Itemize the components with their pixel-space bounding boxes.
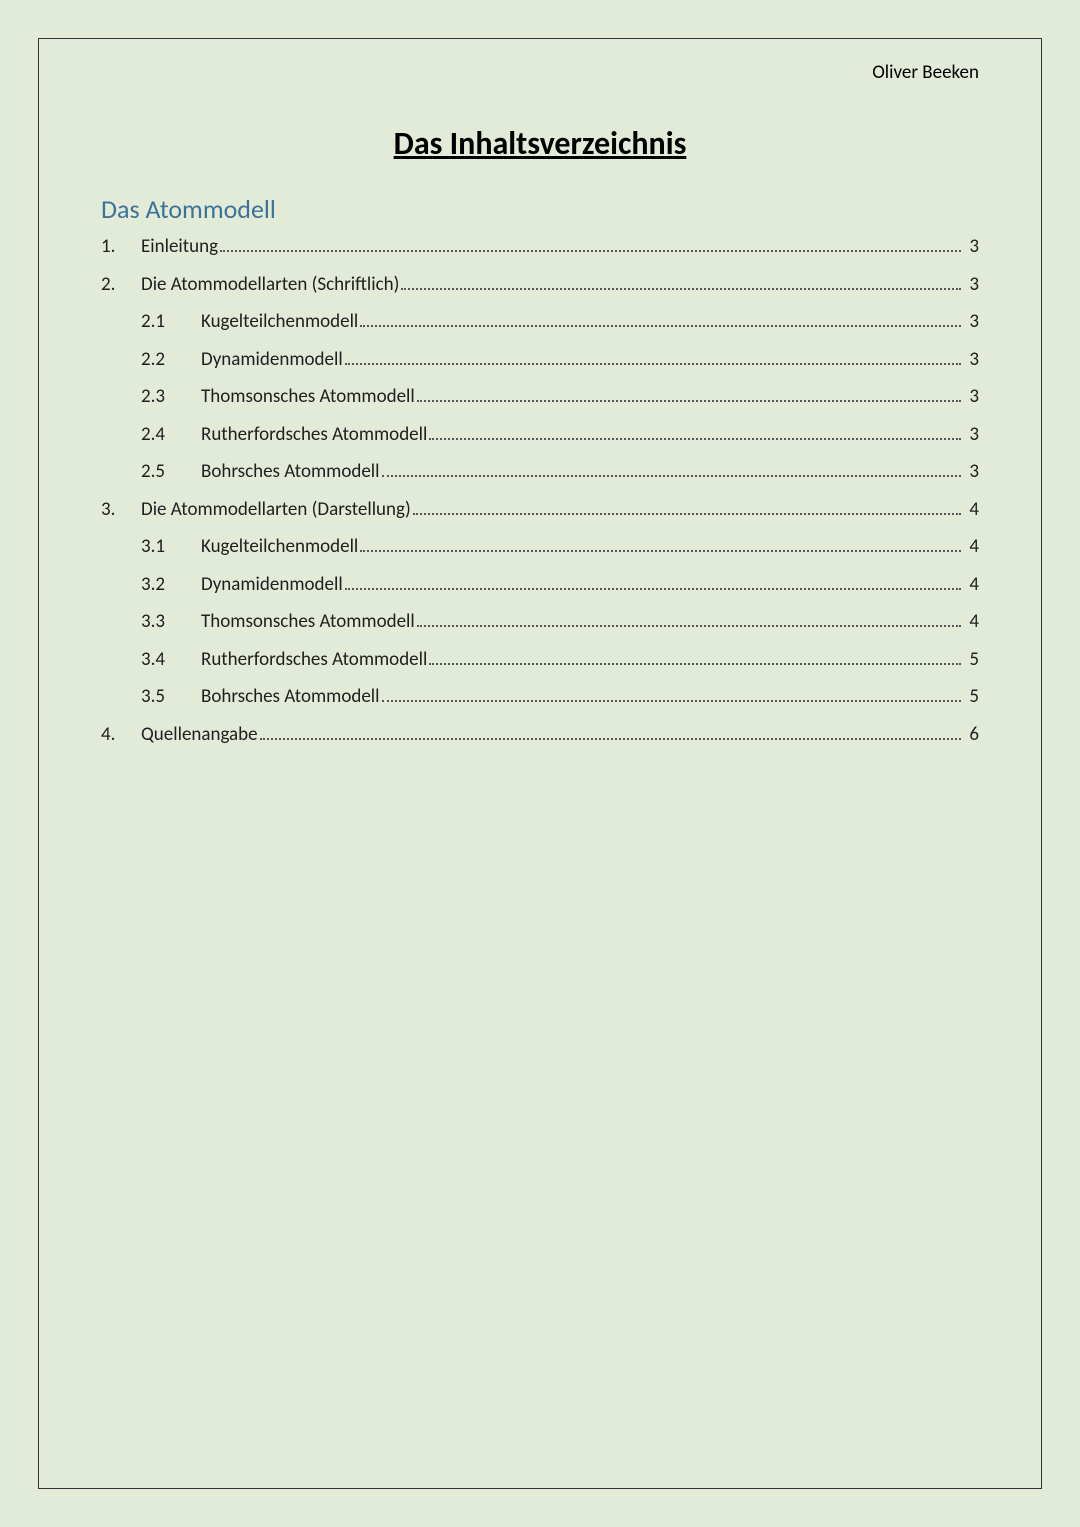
- toc-leader: [429, 438, 961, 440]
- toc-entry: 2. Die Atommodellarten (Schriftlich) 3: [101, 271, 979, 300]
- toc-page: 3: [965, 346, 979, 375]
- toc-entry: 2.5 Bohrsches Atommodell 3: [101, 458, 979, 487]
- toc-label: Einleitung: [141, 233, 218, 262]
- toc-leader: [417, 625, 962, 627]
- toc-label: Rutherfordsches Atommodell: [201, 421, 427, 450]
- toc-entry: 2.1 Kugelteilchenmodell 3: [101, 308, 979, 337]
- toc-leader: [360, 550, 961, 552]
- toc-page: 4: [965, 608, 979, 637]
- toc-entry: 3.2 Dynamidenmodell 4: [101, 571, 979, 600]
- toc-leader: [401, 288, 961, 290]
- table-of-contents: 1. Einleitung 3 2. Die Atommodellarten (…: [101, 233, 979, 749]
- toc-page: 3: [965, 233, 979, 262]
- toc-number: 2.4: [141, 421, 201, 450]
- toc-leader: [382, 475, 962, 477]
- toc-label: Thomsonsches Atommodell: [201, 608, 415, 637]
- toc-label: Thomsonsches Atommodell: [201, 383, 415, 412]
- toc-label: Bohrsches Atommodell: [201, 458, 380, 487]
- toc-entry: 3.4 Rutherfordsches Atommodell 5: [101, 646, 979, 675]
- toc-page: 4: [965, 571, 979, 600]
- toc-label: Die Atommodellarten (Darstellung): [141, 496, 411, 525]
- toc-number: 3.: [101, 496, 141, 525]
- toc-number: 3.5: [141, 683, 201, 712]
- document-page: Oliver Beeken Das Inhaltsverzeichnis Das…: [38, 38, 1042, 1489]
- toc-entry: 1. Einleitung 3: [101, 233, 979, 262]
- toc-number: 2.5: [141, 458, 201, 487]
- toc-label: Dynamidenmodell: [201, 571, 343, 600]
- toc-leader: [417, 400, 962, 402]
- toc-entry: 3.5 Bohrsches Atommodell 5: [101, 683, 979, 712]
- toc-number: 2.: [101, 271, 141, 300]
- toc-leader: [413, 513, 962, 515]
- toc-entry: 3. Die Atommodellarten (Darstellung) 4: [101, 496, 979, 525]
- toc-page: 6: [965, 721, 979, 750]
- toc-page: 3: [965, 308, 979, 337]
- toc-entry: 2.2 Dynamidenmodell 3: [101, 346, 979, 375]
- toc-page: 4: [965, 533, 979, 562]
- toc-page: 3: [965, 458, 979, 487]
- toc-page: 5: [965, 683, 979, 712]
- toc-page: 5: [965, 646, 979, 675]
- toc-number: 2.2: [141, 346, 201, 375]
- toc-leader: [260, 738, 962, 740]
- toc-page: 3: [965, 383, 979, 412]
- toc-label: Quellenangabe: [141, 721, 258, 750]
- toc-number: 2.3: [141, 383, 201, 412]
- toc-page: 4: [965, 496, 979, 525]
- toc-number: 1.: [101, 233, 141, 262]
- toc-leader: [429, 663, 961, 665]
- toc-label: Rutherfordsches Atommodell: [201, 646, 427, 675]
- toc-label: Kugelteilchenmodell: [201, 308, 358, 337]
- toc-entry: 2.4 Rutherfordsches Atommodell 3: [101, 421, 979, 450]
- toc-number: 3.4: [141, 646, 201, 675]
- document-title: Das Inhaltsverzeichnis: [101, 124, 979, 163]
- author-name: Oliver Beeken: [101, 61, 979, 84]
- document-subtitle: Das Atommodell: [101, 193, 979, 225]
- toc-number: 3.2: [141, 571, 201, 600]
- toc-label: Kugelteilchenmodell: [201, 533, 358, 562]
- toc-entry: 4. Quellenangabe 6: [101, 721, 979, 750]
- toc-leader: [345, 588, 962, 590]
- toc-entry: 3.1 Kugelteilchenmodell 4: [101, 533, 979, 562]
- toc-number: 3.1: [141, 533, 201, 562]
- toc-leader: [220, 250, 961, 252]
- toc-page: 3: [965, 271, 979, 300]
- toc-label: Dynamidenmodell: [201, 346, 343, 375]
- toc-number: 2.1: [141, 308, 201, 337]
- toc-leader: [382, 700, 962, 702]
- toc-number: 4.: [101, 721, 141, 750]
- toc-entry: 3.3 Thomsonsches Atommodell 4: [101, 608, 979, 637]
- toc-label: Bohrsches Atommodell: [201, 683, 380, 712]
- toc-leader: [360, 325, 961, 327]
- toc-number: 3.3: [141, 608, 201, 637]
- toc-label: Die Atommodellarten (Schriftlich): [141, 271, 399, 300]
- toc-entry: 2.3 Thomsonsches Atommodell 3: [101, 383, 979, 412]
- toc-page: 3: [965, 421, 979, 450]
- toc-leader: [345, 363, 962, 365]
